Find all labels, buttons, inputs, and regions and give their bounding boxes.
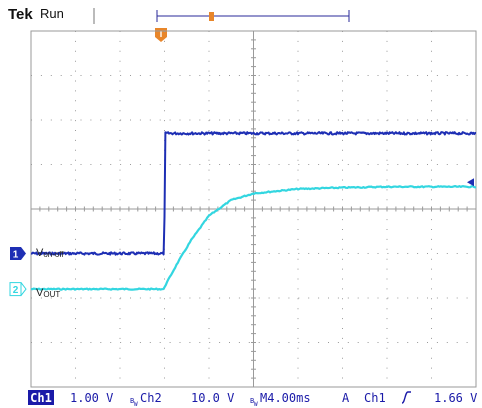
timebase-readout: M4.00ms [260,391,311,405]
brand-label: Tek [8,6,33,23]
von-off-label: Von-off [36,247,64,259]
ch2-scale: 10.0 V [191,391,234,405]
trigger-marker-letter: T [158,29,164,39]
record-position-marker [209,12,214,21]
ch2-status-label: Ch2 [140,391,162,405]
svg-text:2: 2 [13,285,19,296]
von-off-trace [30,131,477,256]
trigger-level-readout: 1.66 V [434,391,477,405]
trigger-level-marker[interactable] [467,178,474,187]
trigger-position-marker[interactable]: T [155,28,167,42]
svg-text:W: W [134,401,138,408]
trigger-mode: A [342,391,350,405]
graticule-grid [30,30,477,388]
record-position-bar[interactable] [156,10,350,22]
svg-text:1: 1 [13,250,19,261]
ch1-scale: 1.00 V [70,391,113,405]
ch1-bw-limit: B [130,397,134,405]
run-status: Run [40,6,64,21]
trigger-source: Ch1 [364,391,386,405]
vout-label: VOUT [36,287,60,299]
svg-text:W: W [254,401,258,408]
ch1-ground-marker[interactable]: 1 [10,247,26,261]
ch1-status-label: Ch1 [30,391,52,405]
ch1-status-box [28,390,54,405]
rising-edge-icon [401,391,411,404]
vout-trace [30,185,477,291]
ch2-ground-marker[interactable]: 2 [9,282,27,297]
ch2-bw-limit: B [250,397,254,405]
